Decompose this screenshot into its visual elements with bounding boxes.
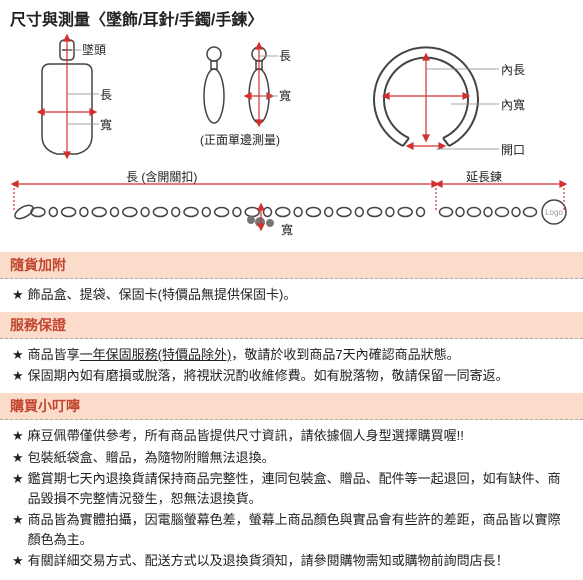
pendant-length-label: 長 bbox=[100, 88, 112, 102]
chain-width-label: 寬 bbox=[281, 222, 293, 237]
diagrams-row: 墜頭 長 寬 長 寬 (正面單邊測量) bbox=[0, 34, 583, 168]
earring-note-label: (正面單邊測量) bbox=[200, 133, 280, 147]
chain-logo-label: Logo bbox=[545, 208, 563, 217]
section-header-warranty: 服務保證 bbox=[0, 312, 583, 339]
star-icon: ★ bbox=[12, 448, 24, 468]
pendant-width-label: 寬 bbox=[100, 117, 112, 132]
star-icon: ★ bbox=[12, 285, 24, 305]
star-icon: ★ bbox=[12, 551, 24, 571]
attached-list: ★飾品盒、提袋、保固卡(特價品無提供保固卡)。 bbox=[0, 283, 583, 308]
list-item: ★有關詳細交易方式、配送方式以及退換貨須知，請參閱購物需知或購物前詢問店長！ bbox=[12, 551, 573, 571]
page-title: 尺寸與測量〈墜飾/耳針/手鐲/手鍊〉 bbox=[0, 0, 583, 34]
bangle-inner-width-label: 內寬 bbox=[501, 97, 525, 112]
pendant-diagram: 墜頭 長 寬 bbox=[17, 34, 162, 164]
list-item: ★包裝紙袋盒、贈品，為隨物附贈無法退換。 bbox=[12, 448, 573, 468]
pendant-head-label: 墜頭 bbox=[82, 42, 106, 57]
list-item: ★鑑賞期七天內退換貨請保持商品完整性，連同包裝盒、贈品、配件等一起退回，如有缺件… bbox=[12, 469, 573, 509]
notes-item-0: 麻豆佩帶僅供參考，所有商品皆提供尺寸資訊，請依據個人身型選擇購買喔!! bbox=[28, 426, 573, 446]
notes-item-4: 有關詳細交易方式、配送方式以及退換貨須知，請參閱購物需知或購物前詢問店長！ bbox=[28, 551, 573, 571]
earring-width-label: 寬 bbox=[279, 88, 291, 103]
star-icon: ★ bbox=[12, 469, 24, 489]
earring-diagram: 長 寬 (正面單邊測量) bbox=[184, 34, 329, 164]
earring-length-label: 長 bbox=[279, 49, 291, 63]
notes-item-1: 包裝紙袋盒、贈品，為隨物附贈無法退換。 bbox=[28, 448, 573, 468]
list-item: ★飾品盒、提袋、保固卡(特價品無提供保固卡)。 bbox=[12, 285, 573, 305]
star-icon: ★ bbox=[12, 510, 24, 530]
star-icon: ★ bbox=[12, 345, 24, 365]
list-item: ★麻豆佩帶僅供參考，所有商品皆提供尺寸資訊，請依據個人身型選擇購買喔!! bbox=[12, 426, 573, 446]
bangle-diagram: 內長 內寬 開口 bbox=[351, 34, 566, 164]
notes-item-3: 商品皆為實體拍攝，因電腦螢幕色差，螢幕上商品顏色與實品會有些許的差距，商品皆以實… bbox=[28, 510, 573, 550]
bangle-inner-length-label: 內長 bbox=[501, 63, 525, 77]
notes-list: ★麻豆佩帶僅供參考，所有商品皆提供尺寸資訊，請依據個人身型選擇購買喔!! ★包裝… bbox=[0, 424, 583, 574]
star-icon: ★ bbox=[12, 366, 24, 386]
warranty-item-0: 商品皆享一年保固服務(特價品除外)，敬請於收到商品7天內確認商品狀態。 bbox=[28, 345, 573, 365]
warranty-item-1: 保固期內如有磨損或脫落，將視狀況酌收維修費。如有脫落物，敬請保留一同寄返。 bbox=[28, 366, 573, 386]
list-item: ★商品皆享一年保固服務(特價品除外)，敬請於收到商品7天內確認商品狀態。 bbox=[12, 345, 573, 365]
list-item: ★商品皆為實體拍攝，因電腦螢幕色差，螢幕上商品顏色與實品會有些許的差距，商品皆以… bbox=[12, 510, 573, 550]
notes-item-2: 鑑賞期七天內退換貨請保持商品完整性，連同包裝盒、贈品、配件等一起退回，如有缺件、… bbox=[28, 469, 573, 509]
section-header-notes: 購買小叮嚀 bbox=[0, 393, 583, 420]
chain-extender-label: 延長鍊 bbox=[466, 170, 502, 184]
section-header-attached: 隨貨加附 bbox=[0, 252, 583, 279]
warranty-list: ★商品皆享一年保固服務(特價品除外)，敬請於收到商品7天內確認商品狀態。 ★保固… bbox=[0, 343, 583, 389]
bangle-opening-label: 開口 bbox=[501, 143, 525, 157]
chain-diagram: Logo 長 (含開關扣) 延長鍊 寬 bbox=[6, 170, 577, 240]
list-item: ★保固期內如有磨損或脫落，將視狀況酌收維修費。如有脫落物，敬請保留一同寄返。 bbox=[12, 366, 573, 386]
chain-length-label: 長 (含開關扣) bbox=[126, 170, 197, 184]
star-icon: ★ bbox=[12, 426, 24, 446]
attached-item-0: 飾品盒、提袋、保固卡(特價品無提供保固卡)。 bbox=[28, 285, 573, 305]
